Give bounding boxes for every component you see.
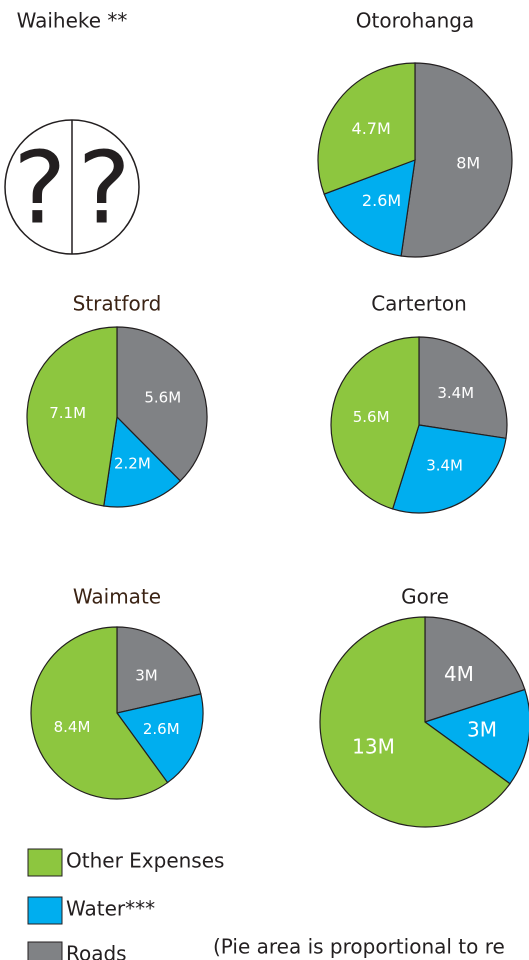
- value-label: 3M: [135, 667, 158, 685]
- value-label: 5.6M: [144, 389, 181, 407]
- pie-title: Carterton: [371, 292, 467, 316]
- pie-slice: [323, 159, 416, 257]
- pie-slice: [30, 626, 169, 800]
- legend-label: Roads: [66, 942, 127, 960]
- pie-slice: [319, 616, 511, 828]
- pie-title: Waimate: [73, 585, 161, 609]
- value-label: 7.1M: [49, 404, 86, 422]
- value-label: 8.4M: [54, 718, 91, 736]
- pie-title: Gore: [401, 585, 449, 609]
- value-label: 13M: [352, 735, 395, 759]
- pie-title: Otorohanga: [356, 9, 474, 33]
- pie-title: Waiheke **: [17, 9, 128, 33]
- pie-slice: [424, 616, 526, 723]
- legend-swatch: [27, 896, 63, 925]
- value-label: 5.6M: [353, 408, 390, 426]
- pie-slice: [400, 62, 513, 258]
- pie-title: Stratford: [73, 292, 162, 316]
- value-label: 8M: [456, 153, 480, 172]
- note: (Pie area is proportional to re: [213, 935, 505, 959]
- pie-slice: [103, 415, 182, 508]
- value-label: 4.7M: [352, 119, 391, 138]
- legend-swatch: [27, 848, 63, 877]
- pie-slice: [26, 326, 118, 507]
- value-label: 3.4M: [426, 457, 463, 475]
- pie-slice: [116, 626, 202, 714]
- placeholder-mark: ?: [78, 129, 131, 246]
- value-label: 3M: [467, 718, 497, 742]
- value-label: 2.2M: [114, 455, 151, 473]
- value-label: 4M: [444, 662, 474, 686]
- legend-label: Other Expenses: [66, 849, 224, 873]
- pie-slice: [418, 336, 508, 440]
- pie-slice: [116, 326, 208, 482]
- pie-slice: [330, 336, 420, 510]
- legend-swatch: [27, 941, 63, 960]
- pie-slice: [115, 693, 204, 784]
- pie-slice: [317, 62, 416, 195]
- pie-slice: [391, 424, 507, 514]
- placeholder-mark: ?: [13, 129, 66, 246]
- value-label: 2.6M: [143, 720, 180, 738]
- legend-label: Water***: [66, 897, 155, 921]
- value-label: 2.6M: [362, 191, 401, 210]
- value-label: 3.4M: [437, 384, 474, 402]
